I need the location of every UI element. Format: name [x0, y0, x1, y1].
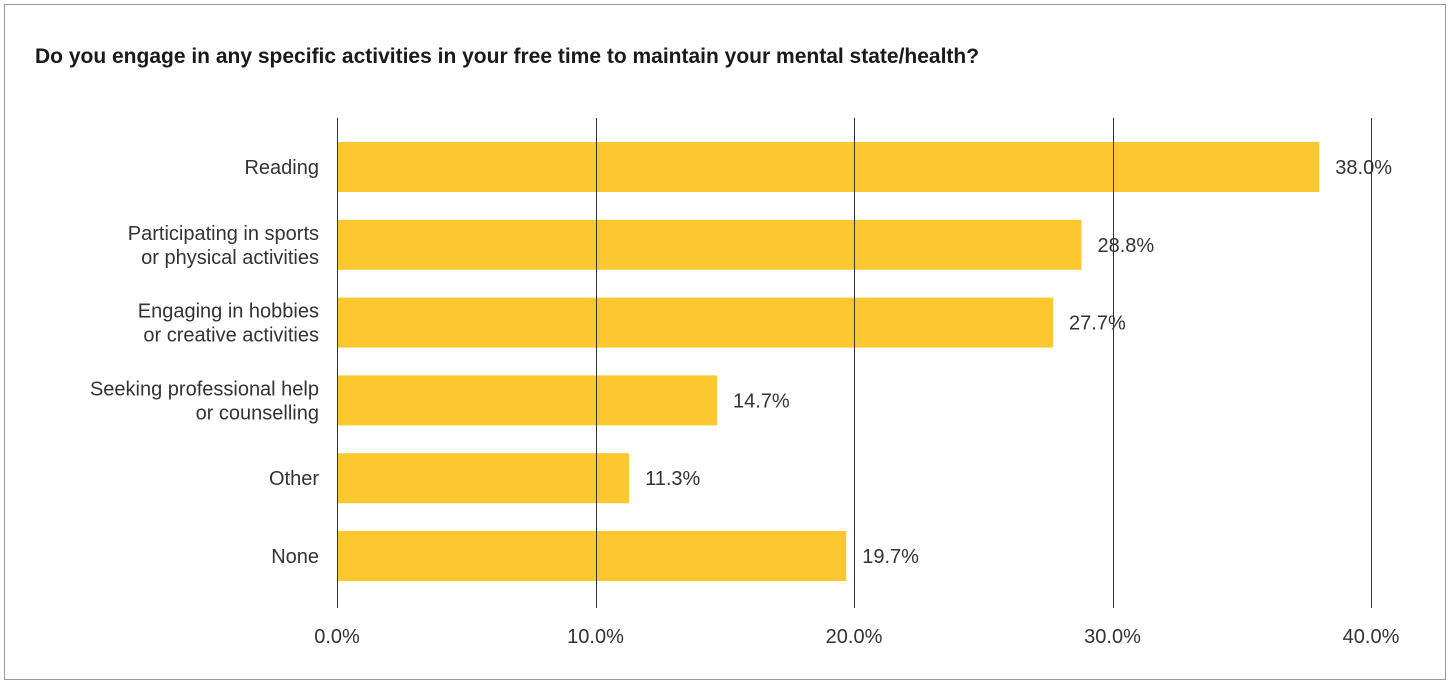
category-label-2: Engaging in hobbies or creative activitie…	[138, 301, 319, 347]
category-label-0: Reading	[244, 157, 319, 179]
x-tick-labels: 0.0% 10.0% 20.0% 30.0% 40.0%	[314, 626, 1399, 648]
bar-5	[337, 531, 847, 581]
bar-3	[337, 375, 717, 426]
value-label-2: 27.7%	[1069, 313, 1126, 335]
value-label-4: 11.3%	[645, 468, 700, 490]
grid-lines	[337, 118, 1372, 608]
category-label-3: Seeking professional help or counselling	[90, 378, 319, 424]
x-tick-label-3: 30.0%	[1084, 626, 1141, 648]
bars	[337, 142, 1320, 581]
bar-0	[337, 142, 1320, 192]
category-label-1: Participating in sports or physical activ…	[128, 223, 319, 269]
value-label-1: 28.8%	[1097, 235, 1154, 257]
x-tick-label-0: 0.0%	[314, 626, 360, 648]
x-tick-label-1: 10.0%	[567, 626, 624, 648]
bar-2	[337, 297, 1054, 348]
value-label-5: 19.7%	[862, 546, 919, 568]
bar-1	[337, 219, 1082, 270]
chart-title: Do you engage in any specific activities…	[35, 45, 980, 68]
value-label-3: 14.7%	[733, 390, 790, 412]
category-label-5: None	[271, 546, 319, 568]
bar-4	[337, 453, 630, 504]
category-label-4: Other	[269, 468, 319, 490]
category-labels: Reading Participating in sports or physica…	[90, 157, 319, 568]
x-tick-label-4: 40.0%	[1343, 626, 1400, 648]
value-labels: 38.0% 28.8% 27.7% 14.7% 11.3% 19.7%	[645, 157, 1392, 568]
x-tick-label-2: 20.0%	[826, 626, 883, 648]
value-label-0: 38.0%	[1335, 157, 1392, 179]
